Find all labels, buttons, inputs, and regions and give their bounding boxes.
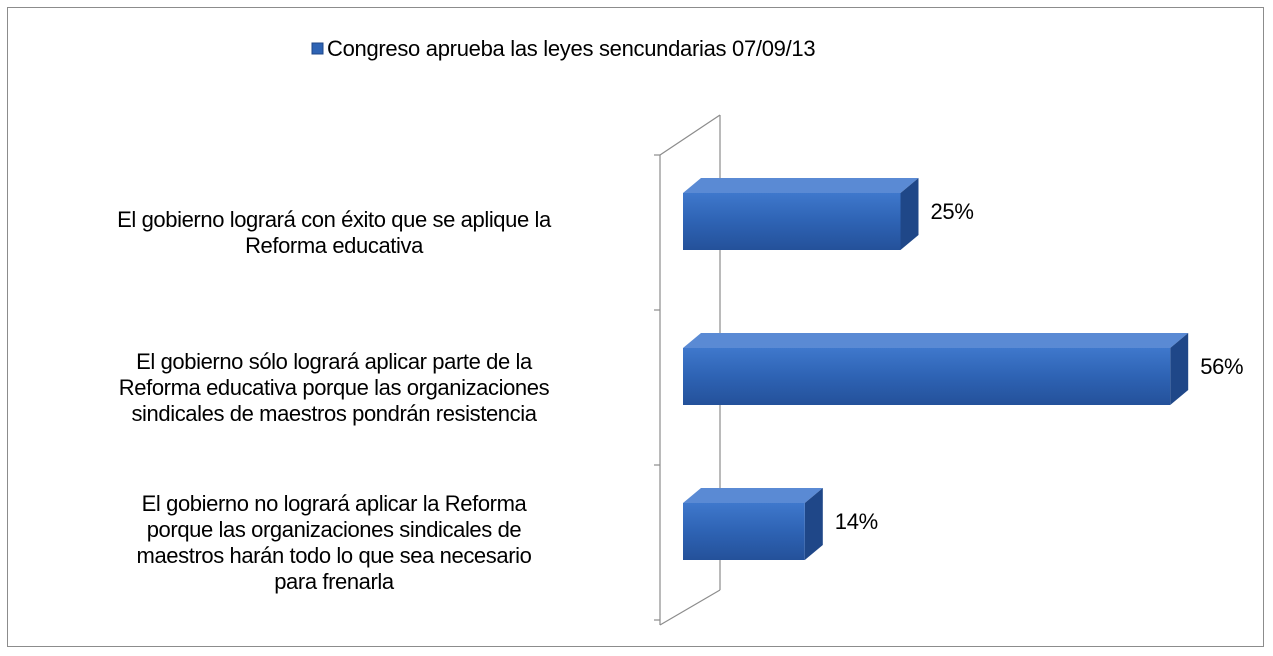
bar-group	[683, 178, 919, 250]
category-label: El gobierno no logrará aplicar la Reform…	[136, 491, 532, 594]
bar	[683, 503, 805, 560]
bar-side	[804, 488, 823, 560]
legend: Congreso aprueba las leyes sencundarias …	[311, 36, 816, 61]
data-label: 56%	[1200, 354, 1243, 379]
legend-swatch	[311, 42, 324, 55]
bar-group	[683, 333, 1189, 405]
bar-group	[683, 488, 823, 560]
bar-top	[683, 333, 1189, 348]
bar-top	[683, 488, 823, 503]
bar-side	[900, 178, 919, 250]
data-label: 14%	[835, 509, 878, 534]
category-label: El gobierno logrará con éxito que se apl…	[117, 207, 551, 258]
bar-side	[1170, 333, 1189, 405]
bar	[683, 348, 1171, 405]
chart-frame	[7, 7, 1264, 647]
data-label: 25%	[931, 199, 974, 224]
bar-top	[683, 178, 919, 193]
legend-label: Congreso aprueba las leyes sencundarias …	[327, 36, 815, 61]
bar	[683, 193, 901, 250]
category-label: El gobierno sólo logrará aplicar parte d…	[118, 349, 550, 426]
